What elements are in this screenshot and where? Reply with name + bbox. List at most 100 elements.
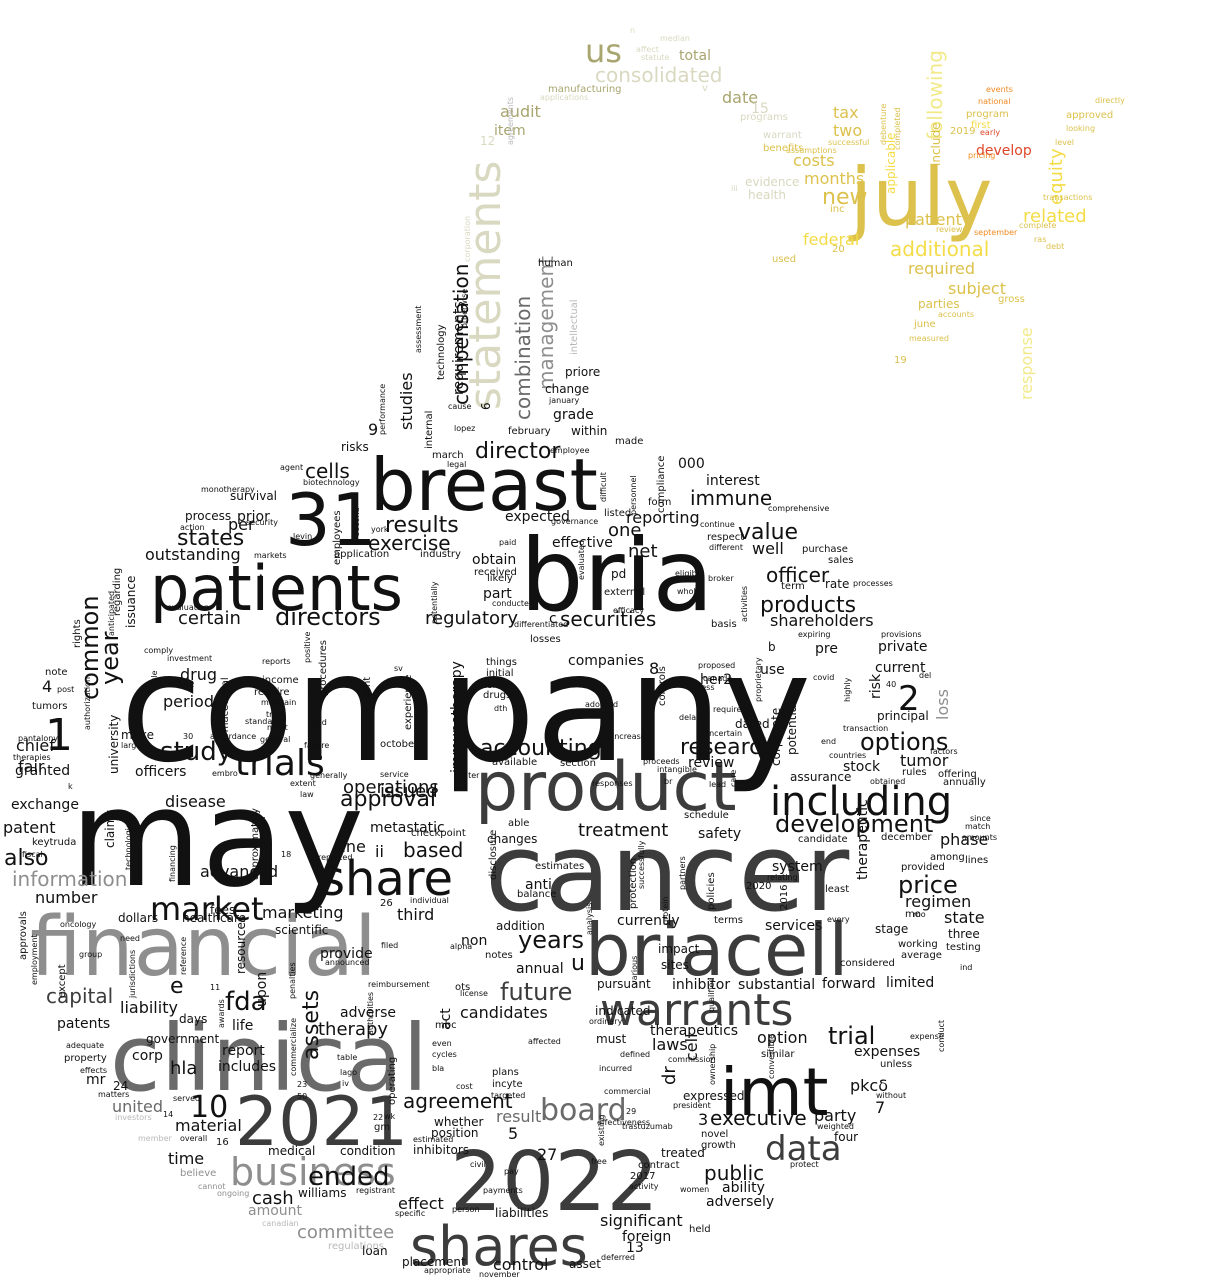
cloud-word-fees: fees bbox=[210, 903, 235, 917]
cloud-word-jurisdictions: jurisdictions bbox=[128, 950, 137, 999]
cloud-word-lease: lease bbox=[168, 679, 194, 690]
cloud-word-expense: expense bbox=[910, 1032, 944, 1041]
cloud-word-price: price bbox=[898, 871, 958, 899]
cloud-word-iii: iii bbox=[731, 184, 738, 193]
cloud-word-end: end bbox=[821, 737, 836, 746]
cloud-word-working: working bbox=[898, 939, 938, 950]
cloud-word-statements: statements bbox=[460, 161, 511, 410]
cloud-word-national: national bbox=[978, 97, 1010, 106]
cloud-word-companies: companies bbox=[568, 653, 644, 669]
cloud-word-treat: treat bbox=[266, 710, 285, 719]
cloud-word-proprietary: proprietary bbox=[754, 657, 763, 702]
cloud-word-plans: plans bbox=[492, 1067, 519, 1078]
cloud-word-ots: ots bbox=[455, 982, 470, 993]
cloud-word-ind: ind bbox=[960, 963, 972, 972]
cloud-word-four: four bbox=[834, 1130, 858, 1144]
cloud-word-position: position bbox=[431, 1126, 479, 1140]
cloud-word-18: 18 bbox=[281, 850, 291, 859]
cloud-word-employment: employment bbox=[30, 934, 39, 985]
cloud-word-three: three bbox=[948, 927, 980, 941]
cloud-word-received: received bbox=[474, 567, 517, 578]
cloud-word-factors: factors bbox=[930, 747, 958, 756]
cloud-word-upon: upon bbox=[254, 972, 270, 1007]
cloud-word-clinical: clinical bbox=[110, 1005, 428, 1112]
cloud-word-lead: lead bbox=[709, 780, 726, 789]
cloud-word-october: october bbox=[380, 739, 419, 750]
cloud-word-existing: existing bbox=[597, 1115, 606, 1146]
cloud-word-chief: chief bbox=[16, 736, 55, 755]
cloud-word-transaction: transaction bbox=[843, 724, 888, 733]
cloud-word-may: may bbox=[70, 760, 364, 917]
cloud-word-party: party bbox=[814, 1106, 856, 1125]
cloud-word-commercial: commercial bbox=[604, 1087, 651, 1096]
cloud-word-assumptions: assumptions bbox=[786, 146, 837, 155]
cloud-word-overall: overall bbox=[180, 1134, 207, 1143]
cloud-word-state: state bbox=[944, 908, 985, 927]
cloud-word-indicated: indicated bbox=[595, 1004, 651, 1018]
cloud-word-development: development bbox=[775, 810, 933, 838]
cloud-word-risks: risks bbox=[341, 440, 369, 454]
cloud-word-delay: delay bbox=[679, 713, 701, 722]
cloud-word-stage: stage bbox=[875, 922, 908, 936]
cloud-word-processes: processes bbox=[853, 579, 893, 588]
cloud-word-controls: controls bbox=[657, 666, 668, 706]
cloud-word-safety: safety bbox=[698, 826, 741, 842]
cloud-word-large: large bbox=[121, 741, 141, 750]
cloud-word-checkpoint: checkpoint bbox=[411, 828, 466, 839]
cloud-word-patent: patent bbox=[3, 818, 56, 837]
cloud-word-2021: 2021 bbox=[235, 1083, 408, 1162]
cloud-word-executive: executive bbox=[710, 1106, 807, 1130]
cloud-word-combination: combination bbox=[511, 296, 535, 420]
cloud-word-defined: defined bbox=[620, 1050, 650, 1059]
cloud-word-loss: loss bbox=[933, 689, 952, 720]
cloud-word-trials: trials bbox=[235, 743, 325, 784]
cloud-word-her2: her2 bbox=[700, 672, 732, 688]
cloud-word-limited: limited bbox=[886, 975, 934, 991]
cloud-word-respect: respect bbox=[707, 532, 744, 543]
cloud-word-private: private bbox=[878, 639, 928, 655]
cloud-word-transactions: transactions bbox=[1043, 193, 1092, 202]
cloud-word-oncology: oncology bbox=[60, 920, 96, 929]
cloud-word-9: 9 bbox=[368, 420, 378, 439]
cloud-word-except: except bbox=[57, 964, 68, 998]
cloud-word-committee: committee bbox=[297, 1222, 394, 1243]
cloud-word-23: 23 bbox=[297, 1080, 307, 1089]
cloud-word-public: public bbox=[704, 1161, 764, 1185]
cloud-word-effectiveness: effectiveness bbox=[597, 1118, 650, 1127]
cloud-word-fiscal: fiscal bbox=[22, 850, 43, 859]
cloud-word-balance: balance bbox=[517, 889, 556, 900]
cloud-word-pre: pre bbox=[815, 641, 838, 657]
cloud-word-debenture: debenture bbox=[879, 104, 888, 145]
cloud-word-maintain: maintain bbox=[261, 698, 296, 707]
cloud-word-requirements: requirements bbox=[451, 301, 467, 395]
cloud-word-e: e bbox=[170, 974, 184, 999]
cloud-word-candidate: candidate bbox=[798, 834, 848, 845]
cloud-word-business: business bbox=[230, 1150, 396, 1194]
cloud-word-disease: disease bbox=[165, 792, 226, 811]
cloud-word-applicable: applicable bbox=[884, 132, 898, 194]
cloud-word-information: information bbox=[12, 867, 127, 891]
cloud-word-total: total bbox=[679, 48, 711, 64]
cloud-word-common: common bbox=[76, 595, 104, 700]
cloud-word-successfully: successfully bbox=[637, 840, 646, 889]
cloud-word-table: table bbox=[337, 1053, 357, 1062]
cloud-word-awards: awards bbox=[217, 999, 226, 1028]
cloud-word-regulatory: regulatory bbox=[425, 608, 518, 629]
cloud-word-future: future bbox=[500, 978, 572, 1006]
cloud-word-president: president bbox=[673, 1101, 711, 1110]
cloud-word-must: must bbox=[596, 1032, 627, 1046]
cloud-word-cannot: cannot bbox=[198, 1182, 225, 1191]
cloud-word-terms: terms bbox=[714, 915, 743, 926]
cloud-word-placement: placement bbox=[402, 1255, 466, 1269]
cloud-word-cancer: cancer bbox=[485, 811, 850, 936]
cloud-word-cycles: cycles bbox=[432, 1050, 457, 1059]
cloud-word-estimated: estimated bbox=[413, 1135, 453, 1144]
cloud-word-experience: experience bbox=[403, 675, 414, 730]
cloud-word-able: able bbox=[508, 818, 529, 829]
cloud-word-third: third bbox=[397, 905, 434, 924]
cloud-word-paid: paid bbox=[499, 538, 516, 547]
cloud-word-held: held bbox=[689, 1224, 711, 1235]
cloud-word-scientific: scientific bbox=[275, 923, 328, 937]
cloud-word-trastuzumab: trastuzumab bbox=[622, 1122, 673, 1131]
